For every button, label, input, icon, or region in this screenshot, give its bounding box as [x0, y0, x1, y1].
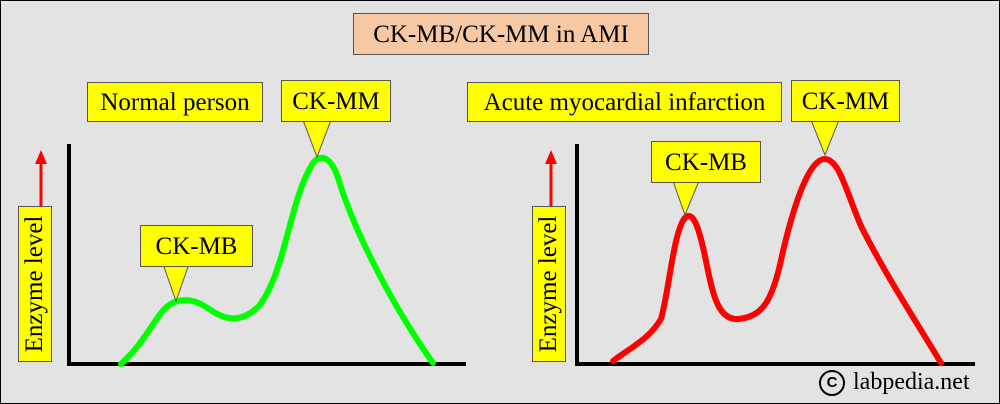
normal-enzyme-curve — [118, 154, 436, 367]
copyright-icon: C — [819, 369, 845, 396]
ami-label: Acute myocardial infarction — [467, 82, 782, 122]
left-ck-mb-label: CK-MB — [140, 225, 253, 267]
right-ck-mm-label: CK-MM — [791, 80, 900, 122]
ami-enzyme-curve — [610, 156, 944, 366]
right-ck-mb-pointer — [672, 180, 700, 217]
diagram-title: CK-MB/CK-MM in AMI — [353, 13, 649, 55]
left-ck-mb-pointer — [162, 263, 190, 303]
copyright-notice: C labpedia.net — [819, 369, 970, 396]
right-y-axis-label-text: Enzyme level — [535, 215, 562, 353]
right-ck-mb-label: CK-MB — [651, 141, 761, 183]
copyright-text: labpedia.net — [853, 369, 970, 395]
right-up-arrow-icon — [545, 150, 557, 207]
normal-person-label: Normal person — [87, 82, 263, 122]
left-ck-mm-pointer — [302, 119, 332, 159]
left-y-axis-label: Enzyme level — [18, 206, 52, 362]
right-ck-mm-pointer — [810, 119, 840, 157]
left-ck-mm-label: CK-MM — [281, 80, 391, 122]
left-y-axis-label-text: Enzyme level — [21, 215, 48, 353]
right-y-axis-label: Enzyme level — [532, 206, 566, 362]
left-up-arrow-icon — [35, 150, 47, 207]
